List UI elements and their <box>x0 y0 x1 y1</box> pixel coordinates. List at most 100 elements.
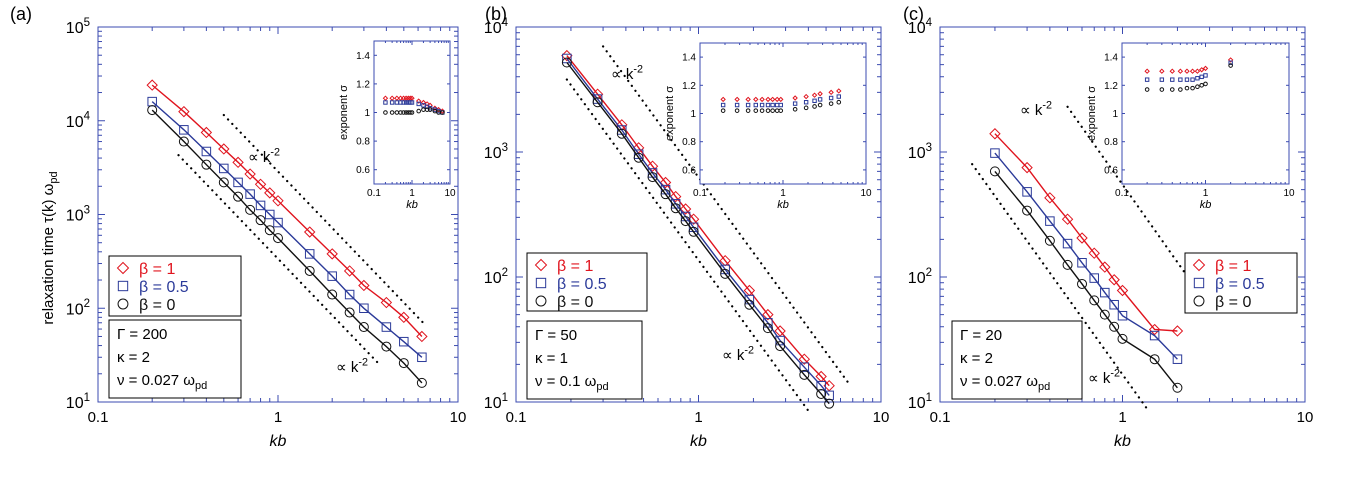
guide-line <box>1066 105 1193 284</box>
data-point <box>344 289 355 300</box>
data-point <box>744 299 755 310</box>
inset-data-point <box>803 105 809 111</box>
legend-marker <box>535 295 547 307</box>
data-point <box>272 195 284 207</box>
data-point <box>147 105 158 116</box>
data-point <box>416 330 428 343</box>
data-point <box>1117 333 1128 344</box>
inset-data-point <box>817 97 823 102</box>
inset-data-point <box>1184 68 1190 74</box>
inset-data-point <box>409 100 415 105</box>
inset-y-tick-label: 1 <box>1112 109 1118 120</box>
inset-data-point <box>389 110 395 115</box>
data-point <box>1099 309 1110 320</box>
inset-data-point <box>420 99 427 106</box>
data-point <box>990 148 1000 158</box>
data-point <box>245 189 255 199</box>
inset-data-point <box>1170 77 1175 82</box>
data-point <box>1172 354 1183 364</box>
data-point <box>798 353 811 365</box>
data-point <box>1149 330 1160 341</box>
inset-data-point <box>734 108 740 113</box>
inset-data-point <box>1159 87 1165 92</box>
inset-data-point <box>828 89 834 96</box>
data-point <box>646 160 659 172</box>
param-line: Γ = 20 <box>960 327 1002 344</box>
x-tick-label: 1 <box>274 409 282 426</box>
y-tick-label: 103 <box>908 142 932 162</box>
inset-data-point <box>416 108 421 114</box>
inset-data-point <box>720 96 726 103</box>
y-tick-label: 104 <box>66 111 91 131</box>
data-point <box>255 215 266 226</box>
data-point <box>219 163 229 174</box>
inset-data-point <box>383 110 388 115</box>
data-point <box>816 380 826 391</box>
data-point <box>327 289 338 300</box>
data-point <box>381 322 392 332</box>
data-point <box>1088 247 1100 259</box>
param-line: Γ = 200 <box>117 326 167 343</box>
legend-marker <box>117 280 129 292</box>
data-point <box>304 265 315 276</box>
inset-data-point <box>745 108 751 113</box>
inset: 0.1 1 10 kb 0.6 0.8 1 1.2 1.4 exponent σ <box>1086 42 1295 211</box>
inset-data-point <box>720 108 726 113</box>
param-line: ν = 0.027 ωpd <box>960 373 1050 393</box>
data-point <box>670 203 681 214</box>
data-point <box>989 166 1000 177</box>
data-point <box>659 176 672 189</box>
data-point <box>1061 213 1074 225</box>
inset-data-point <box>1202 65 1209 72</box>
legend-label: β = 0 <box>1215 294 1251 311</box>
x-axis-label: kb <box>270 433 287 450</box>
y-axis-label-text: relaxation time τ(k) ω <box>40 183 57 324</box>
data-point <box>1116 284 1129 297</box>
series-line <box>994 152 1178 360</box>
inset-data-point <box>753 108 759 113</box>
inset-data-point <box>803 93 809 100</box>
data-point <box>1148 323 1161 336</box>
legend-label: β = 0.5 <box>557 276 607 293</box>
series-line <box>566 62 830 405</box>
guide-label: ∝ k-2 <box>1088 367 1120 387</box>
inset-data-point <box>1177 68 1184 74</box>
guide-label: ∝ k-2 <box>722 344 754 364</box>
data-point <box>146 79 158 91</box>
panel-label: (b) <box>485 4 507 24</box>
legend-label: β = 0.5 <box>139 279 189 296</box>
data-point <box>273 217 283 228</box>
inset-data-point <box>1194 68 1201 74</box>
inset-x-tick-label: 10 <box>860 188 872 199</box>
legend-label: β = 1 <box>1215 258 1251 275</box>
data-point <box>1149 354 1160 365</box>
inset-data-point <box>1184 85 1190 91</box>
inset-data-point <box>828 95 834 101</box>
data-point <box>264 225 275 236</box>
data-point <box>1089 273 1099 283</box>
inset-data-point <box>759 96 765 103</box>
inset-y-tick-label: 1.4 <box>682 53 696 64</box>
data-point <box>244 168 256 180</box>
data-point <box>326 248 338 260</box>
data-point <box>720 268 731 279</box>
inset: 0.1 1 10 kb 0.6 0.8 1 1.2 1.4 exponent σ <box>338 40 456 211</box>
guide-label: ∝ k-2 <box>336 356 368 376</box>
data-point <box>775 341 786 352</box>
inset-y-tick-label: 0.6 <box>682 165 696 176</box>
inset-data-point <box>745 96 751 103</box>
inset-x-tick-label: 0.1 <box>367 188 381 199</box>
inset-data-point <box>753 102 758 108</box>
legend-marker <box>116 261 130 275</box>
data-point <box>201 146 212 157</box>
y-tick-label: 104 <box>484 17 509 37</box>
inset-data-point <box>1144 77 1150 82</box>
y-tick-label: 101 <box>908 392 932 412</box>
data-point <box>264 187 276 199</box>
data-point <box>417 352 427 363</box>
data-point <box>1108 274 1120 286</box>
data-point <box>344 307 355 318</box>
inset-y-tick-label: 0.8 <box>682 137 696 148</box>
y-tick-label: 105 <box>66 17 90 37</box>
